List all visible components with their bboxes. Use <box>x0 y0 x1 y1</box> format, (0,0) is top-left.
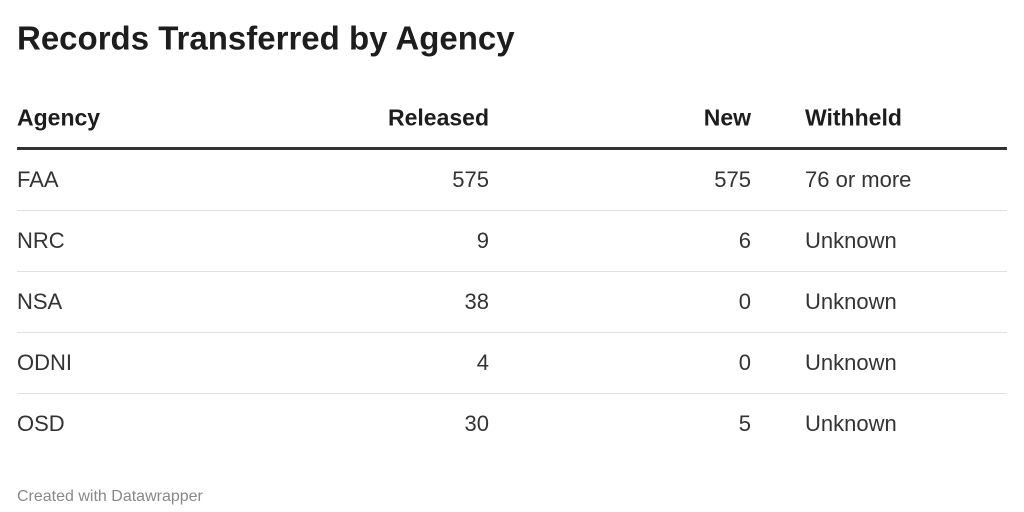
column-header: Released <box>387 104 489 131</box>
table-cell: 0 <box>738 350 751 375</box>
table-cell: 4 <box>476 350 489 375</box>
table-cell: Unknown <box>805 350 897 375</box>
table-cell: 5 <box>738 411 751 436</box>
table-cell: NSA <box>17 289 63 314</box>
row-divider <box>17 332 1007 333</box>
table-cell: 30 <box>464 411 489 436</box>
table-cell: Unknown <box>805 289 897 314</box>
table-cell: FAA <box>17 167 59 192</box>
table-cell: 38 <box>464 289 489 314</box>
table-cell: Unknown <box>805 228 897 253</box>
credit: Created with Datawrapper <box>17 488 203 505</box>
row-divider <box>17 393 1007 394</box>
table-cell: ODNI <box>17 350 72 375</box>
title: Records Transferred by Agency <box>17 19 515 57</box>
row-divider <box>17 271 1007 272</box>
table-cell: OSD <box>17 411 65 436</box>
table-cell: 575 <box>452 167 489 192</box>
column-header: Withheld <box>805 104 902 131</box>
table-cell: 9 <box>476 228 489 253</box>
row-divider <box>17 210 1007 211</box>
table-cell: Unknown <box>805 411 897 436</box>
table-cell: NRC <box>17 228 65 253</box>
table-cell: 76 or more <box>805 167 912 192</box>
table-cell: 575 <box>714 167 751 192</box>
table-cell: 0 <box>738 289 751 314</box>
header-rule <box>17 147 1007 150</box>
column-header: Agency <box>17 104 101 131</box>
column-header: New <box>703 104 751 131</box>
table-cell: 6 <box>738 228 751 253</box>
